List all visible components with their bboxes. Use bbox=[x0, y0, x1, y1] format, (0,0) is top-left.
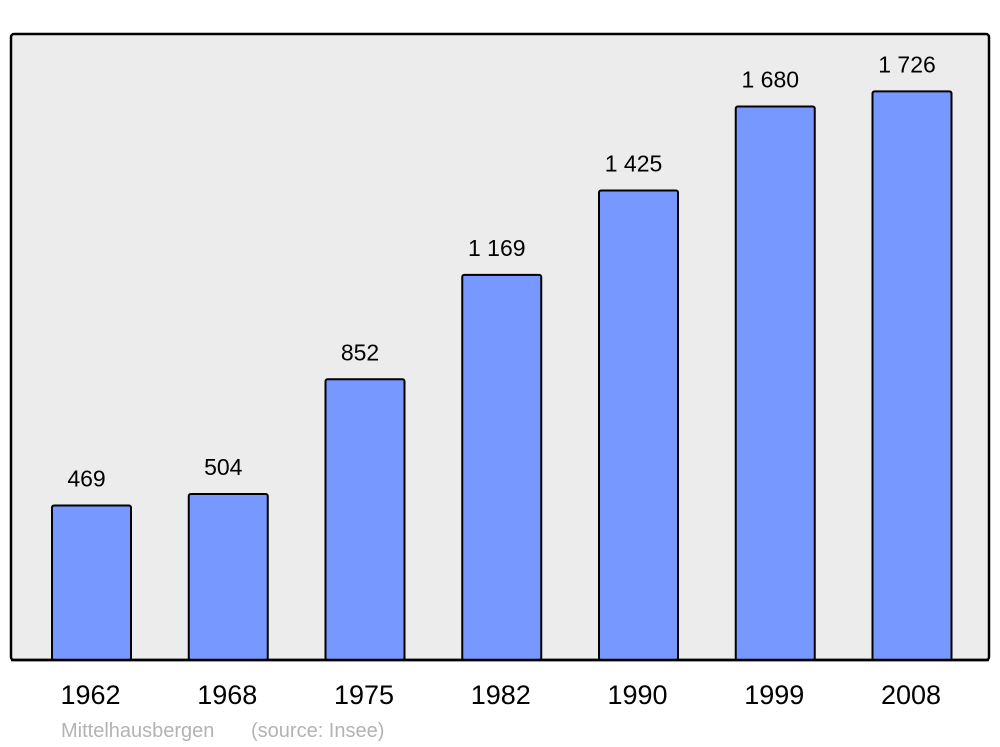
caption-source: (source: Insee) bbox=[251, 720, 384, 742]
bar-1975 bbox=[324, 378, 406, 661]
x-tick-label-1962: 1962 bbox=[60, 680, 120, 710]
caption-place: Mittelhausbergen bbox=[61, 720, 214, 742]
value-label-1982: 1 169 bbox=[468, 235, 526, 261]
x-tick-label-1975: 1975 bbox=[334, 680, 394, 710]
bar-1999 bbox=[734, 105, 816, 662]
bar-1968 bbox=[187, 492, 269, 661]
x-tick-label-1982: 1982 bbox=[471, 680, 531, 710]
bar-1990 bbox=[598, 189, 679, 661]
x-tick-label-2008: 2008 bbox=[881, 680, 941, 710]
x-tick-label-1990: 1990 bbox=[607, 680, 667, 710]
bar-2008 bbox=[871, 90, 953, 661]
value-label-1990: 1 425 bbox=[605, 151, 663, 177]
x-tick-label-1968: 1968 bbox=[197, 680, 257, 710]
bar-1982 bbox=[461, 273, 543, 661]
bar-1962 bbox=[51, 504, 132, 661]
value-label-1975: 852 bbox=[341, 339, 379, 365]
value-label-1962: 469 bbox=[67, 465, 105, 491]
x-tick-label-1999: 1999 bbox=[744, 680, 804, 710]
value-label-1999: 1 680 bbox=[741, 66, 799, 92]
value-label-1968: 504 bbox=[204, 454, 243, 480]
bars-group: 469 1962 504 1968 852 1975 1 169 1982 1 425 1990 1… bbox=[11, 51, 989, 710]
value-label-2008: 1 726 bbox=[878, 51, 936, 77]
